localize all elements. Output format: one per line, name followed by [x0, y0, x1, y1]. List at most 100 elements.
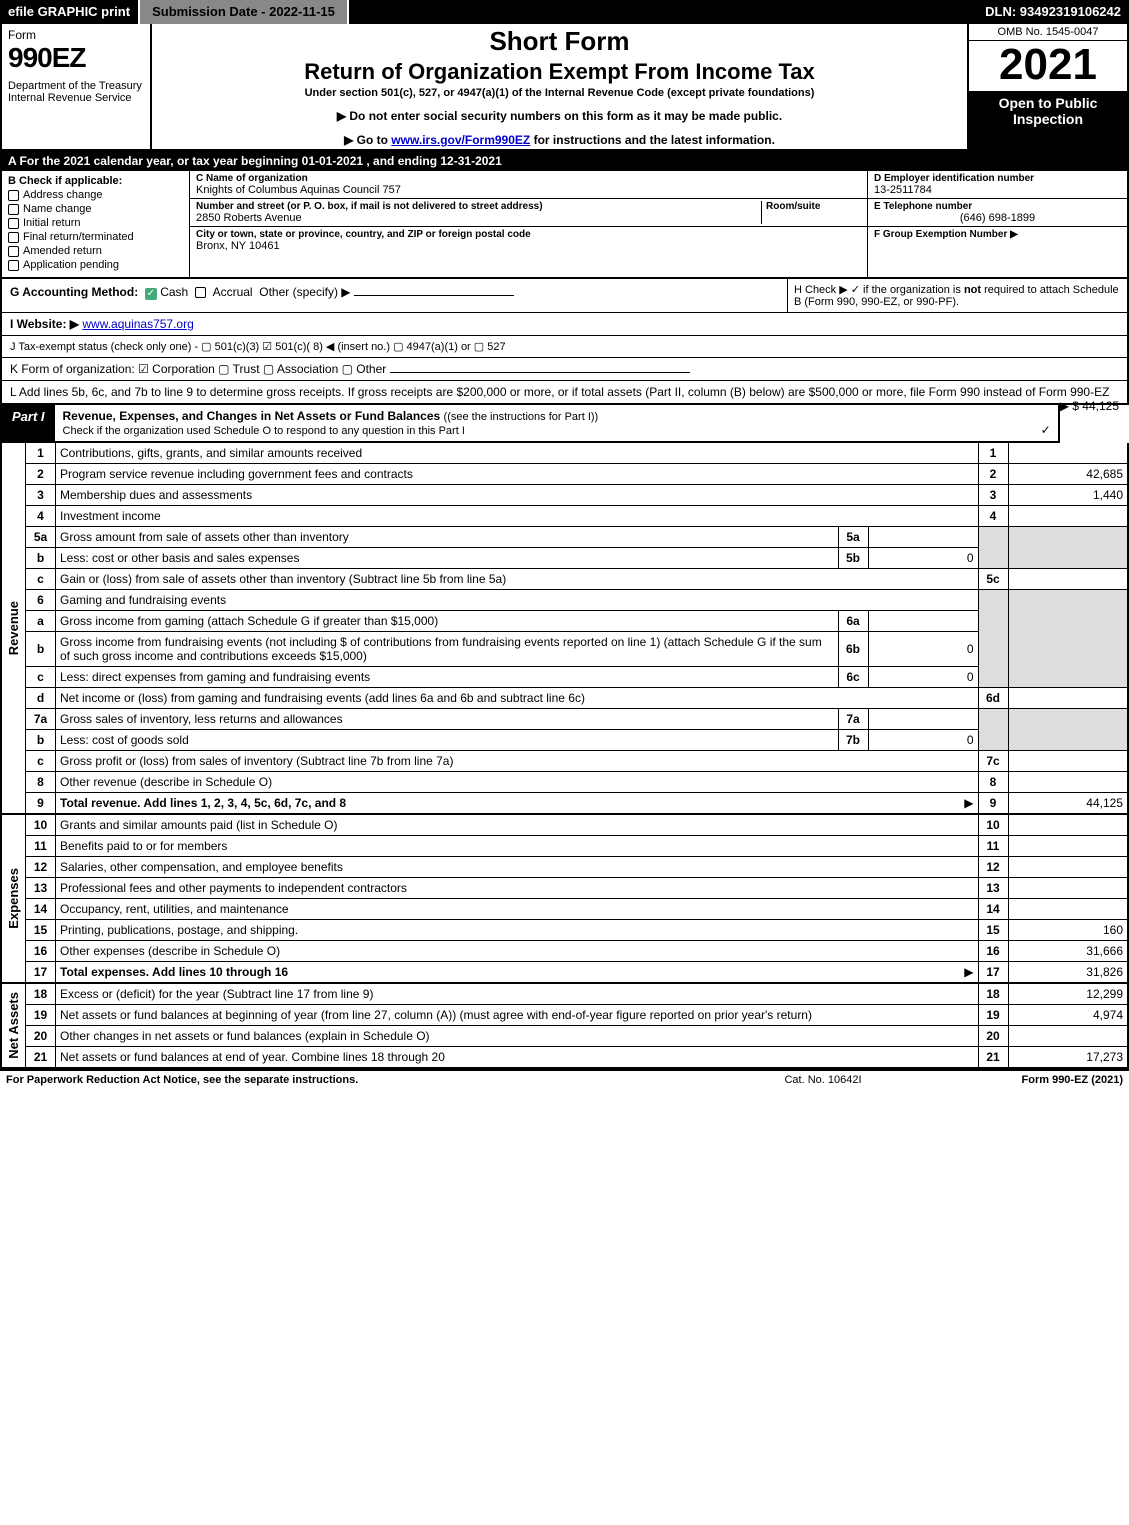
line-14-val — [1008, 899, 1128, 920]
arrow-icon: ▶ — [964, 796, 973, 810]
ssn-note: ▶ Do not enter social security numbers o… — [158, 109, 961, 123]
grey-cell — [978, 590, 1008, 688]
goto-post: for instructions and the latest informat… — [530, 133, 775, 147]
line-8-desc: Other revenue (describe in Schedule O) — [56, 772, 979, 793]
line-6b-num: b — [26, 632, 56, 667]
line-20-val — [1008, 1026, 1128, 1047]
checkbox-amended-return[interactable] — [8, 246, 19, 257]
checkbox-application-pending[interactable] — [8, 260, 19, 271]
section-b: B Check if applicable: Address change Na… — [2, 171, 190, 277]
revenue-side-label: Revenue — [1, 443, 26, 814]
part-i-title: Revenue, Expenses, and Changes in Net As… — [63, 409, 441, 423]
org-city: Bronx, NY 10461 — [196, 240, 531, 252]
line-9-val: 44,125 — [1008, 793, 1128, 815]
line-2-num: 2 — [26, 464, 56, 485]
line-1-rbox: 1 — [978, 443, 1008, 464]
line-5a-box: 5a — [838, 527, 868, 548]
checkbox-address-change[interactable] — [8, 190, 19, 201]
line-7b-bval: 0 — [868, 730, 978, 751]
line-17-val: 31,826 — [1008, 962, 1128, 984]
part-i-desc: Revenue, Expenses, and Changes in Net As… — [55, 405, 1034, 441]
lines-table: Revenue 1 Contributions, gifts, grants, … — [0, 443, 1129, 1069]
line-11-val — [1008, 836, 1128, 857]
form-word: Form — [8, 28, 144, 42]
header-block: Form 990EZ Department of the Treasury In… — [0, 24, 1129, 151]
irs-link[interactable]: www.irs.gov/Form990EZ — [391, 133, 530, 147]
line-6-desc: Gaming and fundraising events — [56, 590, 979, 611]
line-6c-box: 6c — [838, 667, 868, 688]
k-other-input[interactable] — [390, 372, 690, 373]
section-a: A For the 2021 calendar year, or tax yea… — [0, 151, 1129, 171]
department: Department of the Treasury Internal Reve… — [8, 80, 144, 104]
line-11-rbox: 11 — [978, 836, 1008, 857]
part-i-checkbox: ✓ — [1034, 405, 1058, 441]
under-section: Under section 501(c), 527, or 4947(a)(1)… — [158, 87, 961, 99]
line-17-num: 17 — [26, 962, 56, 984]
line-6-num: 6 — [26, 590, 56, 611]
section-h: H Check ▶ ✓ if the organization is not r… — [787, 279, 1127, 312]
form-number: 990EZ — [8, 42, 144, 74]
line-2-rbox: 2 — [978, 464, 1008, 485]
cb-label-3: Final return/terminated — [23, 231, 134, 243]
line-18-num: 18 — [26, 983, 56, 1005]
other-specify-input[interactable] — [354, 295, 514, 296]
part-i-tag: Part I — [2, 405, 55, 441]
arrow-icon: ▶ — [964, 965, 973, 979]
goto-pre: ▶ Go to — [344, 133, 391, 147]
line-5a-num: 5a — [26, 527, 56, 548]
line-18-rbox: 18 — [978, 983, 1008, 1005]
line-6b-bval: 0 — [868, 632, 978, 667]
line-10-rbox: 10 — [978, 814, 1008, 836]
line-14-desc: Occupancy, rent, utilities, and maintena… — [56, 899, 979, 920]
line-2-val: 42,685 — [1008, 464, 1128, 485]
line-6c-num: c — [26, 667, 56, 688]
checkbox-final-return[interactable] — [8, 232, 19, 243]
line-12-desc: Salaries, other compensation, and employ… — [56, 857, 979, 878]
line-14-num: 14 — [26, 899, 56, 920]
checkbox-accrual[interactable] — [195, 287, 206, 298]
line-21-num: 21 — [26, 1047, 56, 1069]
c-city-lbl: City or town, state or province, country… — [196, 229, 531, 240]
line-7a-desc: Gross sales of inventory, less returns a… — [56, 709, 839, 730]
line-6a-box: 6a — [838, 611, 868, 632]
line-19-rbox: 19 — [978, 1005, 1008, 1026]
line-6b-desc: Gross income from fundraising events (no… — [56, 632, 839, 667]
h-text1: H Check ▶ — [794, 284, 851, 296]
top-bar: efile GRAPHIC print Submission Date - 20… — [0, 0, 1129, 24]
short-form-title: Short Form — [158, 26, 961, 57]
line-19-val: 4,974 — [1008, 1005, 1128, 1026]
line-14-rbox: 14 — [978, 899, 1008, 920]
line-1-val — [1008, 443, 1128, 464]
ein: 13-2511784 — [874, 184, 1121, 196]
j-text: J Tax-exempt status (check only one) - ▢… — [10, 341, 506, 353]
header-center: Short Form Return of Organization Exempt… — [152, 24, 967, 149]
line-10-num: 10 — [26, 814, 56, 836]
line-18-desc: Excess or (deficit) for the year (Subtra… — [56, 983, 979, 1005]
line-1-desc: Contributions, gifts, grants, and simila… — [56, 443, 979, 464]
line-21-rbox: 21 — [978, 1047, 1008, 1069]
header-right: OMB No. 1545-0047 2021 Open to Public In… — [967, 24, 1127, 149]
checkbox-initial-return[interactable] — [8, 218, 19, 229]
g-accrual: Accrual — [213, 285, 253, 299]
footer: For Paperwork Reduction Act Notice, see … — [0, 1069, 1129, 1089]
bcdef-row: B Check if applicable: Address change Na… — [0, 171, 1129, 279]
line-4-rbox: 4 — [978, 506, 1008, 527]
omb-number: OMB No. 1545-0047 — [969, 24, 1127, 41]
line-19-num: 19 — [26, 1005, 56, 1026]
line-5b-bval: 0 — [868, 548, 978, 569]
schedule-o-check-icon: ✓ — [1041, 423, 1051, 437]
checkbox-name-change[interactable] — [8, 204, 19, 215]
line-7c-desc: Gross profit or (loss) from sales of inv… — [56, 751, 979, 772]
line-9-rbox: 9 — [978, 793, 1008, 815]
website-link[interactable]: www.aquinas757.org — [82, 317, 193, 331]
line-7c-val — [1008, 751, 1128, 772]
line-15-desc: Printing, publications, postage, and shi… — [56, 920, 979, 941]
line-13-desc: Professional fees and other payments to … — [56, 878, 979, 899]
submission-date: Submission Date - 2022-11-15 — [138, 0, 349, 24]
line-12-rbox: 12 — [978, 857, 1008, 878]
expenses-side-label: Expenses — [1, 814, 26, 983]
line-15-val: 160 — [1008, 920, 1128, 941]
line-7c-rbox: 7c — [978, 751, 1008, 772]
line-10-val — [1008, 814, 1128, 836]
line-4-val — [1008, 506, 1128, 527]
